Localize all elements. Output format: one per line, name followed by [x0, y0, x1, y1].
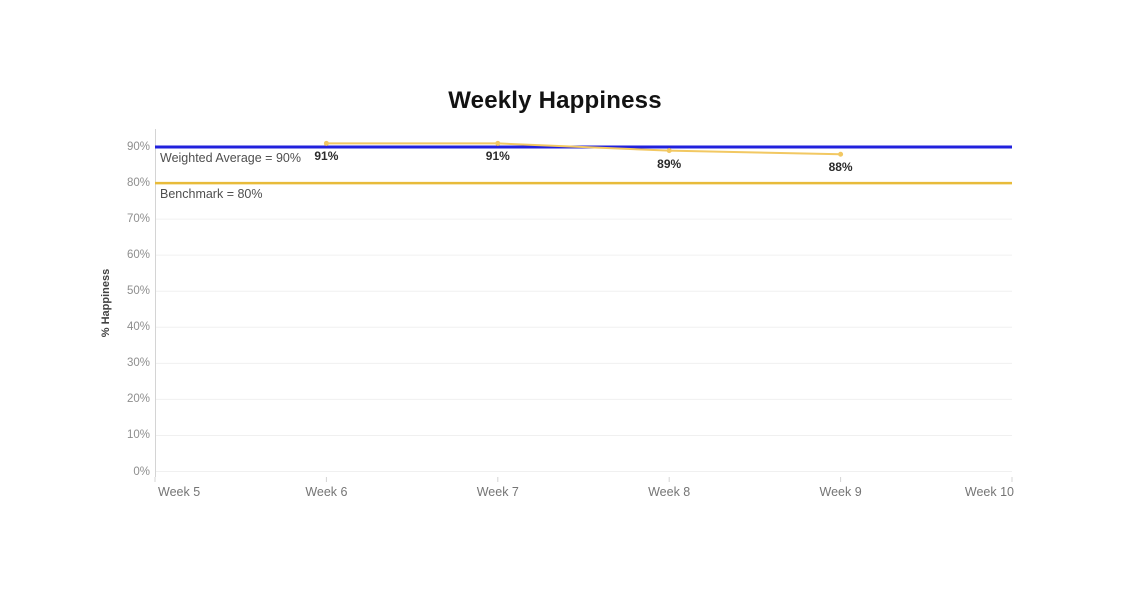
weighted-average-reference-label: Weighted Average = 90% — [160, 151, 301, 166]
happiness-line[interactable] — [326, 142, 841, 156]
y-tick-label: 80% — [126, 177, 150, 190]
x-tick-label: Week 9 — [819, 485, 862, 499]
x-tick-label: Week 10 — [964, 485, 1014, 499]
y-tick-label: 0% — [133, 465, 150, 478]
y-tick-label: 30% — [126, 357, 150, 370]
y-tick-label: 20% — [126, 393, 150, 406]
data-point-marker[interactable] — [495, 140, 501, 146]
y-tick-label: 60% — [126, 249, 150, 262]
data-point-label: 91% — [485, 149, 510, 164]
y-tick-label: 40% — [126, 321, 150, 334]
data-point-label: 89% — [657, 156, 682, 171]
x-tick-label: Week 5 — [158, 485, 201, 499]
data-point-marker[interactable] — [323, 140, 329, 146]
benchmark-reference-label: Benchmark = 80% — [160, 187, 263, 202]
y-tick-label: 10% — [126, 429, 150, 442]
x-tick-label: Week 6 — [305, 485, 348, 499]
y-tick-label: 90% — [126, 141, 150, 154]
x-tick-label: Week 7 — [476, 485, 519, 499]
y-tick-label: 50% — [126, 285, 150, 298]
data-point-marker[interactable] — [666, 148, 672, 154]
y-tick-label: 70% — [126, 213, 150, 226]
data-point-label: 91% — [314, 149, 339, 164]
x-tick-label: Week 8 — [648, 485, 691, 499]
chart-title: Weekly Happiness — [448, 87, 662, 114]
data-point-label: 88% — [828, 160, 853, 175]
data-point-marker[interactable] — [838, 151, 844, 157]
